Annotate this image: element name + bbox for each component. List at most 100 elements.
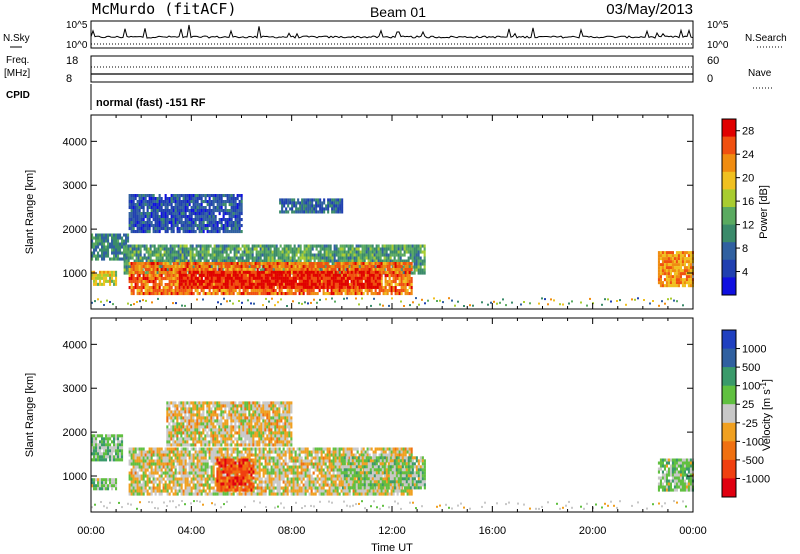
range-gate-cell <box>419 256 422 260</box>
range-gate-cell <box>303 259 306 263</box>
range-gate-cell <box>299 259 302 263</box>
range-gate-cell <box>176 286 179 290</box>
range-gate-cell <box>169 259 172 263</box>
range-gate-cell <box>340 289 343 293</box>
range-gate-cell <box>140 262 143 266</box>
range-gate-cell <box>355 244 358 248</box>
range-gate-cell <box>374 276 377 280</box>
range-gate-cell <box>306 265 309 269</box>
range-gate-cell <box>109 242 112 246</box>
range-gate-cell <box>310 262 313 266</box>
range-gate-cell <box>93 487 96 491</box>
range-gate-cell <box>164 212 167 216</box>
range-gate-cell <box>264 265 267 269</box>
range-gate-cell <box>669 260 672 264</box>
range-gate-cell <box>109 245 112 249</box>
range-gate-cell <box>130 277 133 281</box>
range-gate-cell <box>296 285 299 289</box>
range-gate-cell <box>95 452 98 456</box>
range-gate-cell <box>304 276 307 280</box>
range-gate-cell <box>95 273 98 277</box>
range-gate-cell <box>287 198 290 202</box>
range-gate-cell <box>322 292 325 296</box>
range-gate-cell <box>115 245 118 249</box>
range-gate-cell <box>279 253 282 257</box>
range-gate-cell <box>130 489 133 493</box>
range-gate-cell <box>117 236 120 240</box>
range-gate-cell <box>406 280 409 284</box>
range-gate-cell <box>220 268 223 272</box>
range-gate-cell <box>242 273 245 277</box>
range-gate-cell <box>184 282 187 286</box>
range-gate-cell <box>220 203 223 207</box>
range-gate-cell <box>190 282 193 286</box>
range-gate-cell <box>190 265 193 269</box>
range-gate-cell <box>136 265 139 269</box>
range-gate-cell <box>669 272 672 276</box>
range-gate-cell <box>192 273 195 277</box>
range-gate-cell <box>172 230 175 234</box>
range-gate-cell <box>185 250 188 254</box>
range-gate-cell <box>222 218 225 222</box>
range-gate-cell <box>142 292 145 296</box>
range-gate-cell <box>232 212 235 216</box>
range-gate-cell <box>394 283 397 287</box>
range-gate-cell <box>117 434 120 438</box>
range-gate-cell <box>158 206 161 210</box>
range-gate-cell <box>158 215 161 219</box>
range-gate-cell <box>136 453 139 457</box>
range-gate-cell <box>144 203 147 207</box>
range-gate-cell <box>184 200 187 204</box>
range-gate-cell <box>316 285 319 289</box>
range-gate-cell <box>196 283 199 287</box>
range-gate-cell <box>138 289 141 293</box>
range-gate-cell <box>134 221 137 225</box>
range-gate-cell <box>134 459 137 463</box>
range-gate-cell <box>219 247 222 251</box>
range-gate-cell <box>376 268 379 272</box>
range-gate-cell <box>314 268 317 272</box>
range-gate-cell <box>188 279 191 283</box>
range-gate-cell <box>156 206 159 210</box>
range-gate-cell <box>154 215 157 219</box>
range-gate-cell <box>258 271 261 275</box>
range-gate-cell <box>669 275 672 279</box>
range-gate-cell <box>337 256 340 260</box>
range-gate-cell <box>264 285 267 289</box>
range-gate-cell <box>211 250 214 254</box>
range-gate-cell <box>384 283 387 287</box>
range-gate-cell <box>256 265 259 269</box>
range-gate-cell <box>243 259 246 263</box>
range-gate-cell <box>198 282 201 286</box>
range-gate-cell <box>335 198 338 202</box>
range-gate-cell <box>142 221 145 225</box>
range-gate-cell <box>177 253 180 257</box>
range-gate-cell <box>369 250 372 254</box>
range-gate-cell <box>152 265 155 269</box>
range-gate-cell <box>91 276 94 280</box>
range-gate-cell <box>99 452 102 456</box>
range-gate-cell <box>266 276 269 280</box>
range-gate-cell <box>117 446 120 450</box>
date-title: 03/May/2013 <box>606 1 693 18</box>
range-gate-cell <box>313 253 316 257</box>
range-gate-cell <box>379 247 382 251</box>
range-gate-cell <box>198 197 201 201</box>
range-gate-cell <box>128 271 131 275</box>
range-gate-cell <box>162 218 165 222</box>
range-gate-cell <box>685 251 688 255</box>
range-gate-cell <box>160 206 163 210</box>
range-gate-cell <box>132 486 135 490</box>
range-gate-cell <box>259 259 262 263</box>
range-gate-cell <box>316 282 319 286</box>
range-gate-cell <box>140 221 143 225</box>
range-gate-cell <box>186 276 189 280</box>
range-gate-cell <box>144 268 147 272</box>
range-gate-cell <box>675 275 678 279</box>
range-gate-cell <box>252 276 255 280</box>
range-gate-cell <box>272 270 275 274</box>
range-gate-cell <box>155 253 158 257</box>
range-gate-cell <box>228 276 231 280</box>
range-gate-cell <box>140 268 143 272</box>
